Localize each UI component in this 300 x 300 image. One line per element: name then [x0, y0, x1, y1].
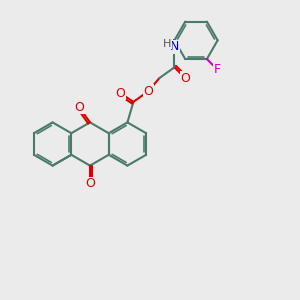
Text: H: H — [163, 39, 171, 49]
Text: O: O — [85, 178, 95, 190]
Text: F: F — [214, 63, 221, 76]
Text: O: O — [116, 87, 125, 100]
Text: O: O — [74, 101, 84, 114]
Text: N: N — [170, 40, 179, 53]
Text: O: O — [144, 85, 154, 98]
Text: O: O — [180, 72, 190, 85]
